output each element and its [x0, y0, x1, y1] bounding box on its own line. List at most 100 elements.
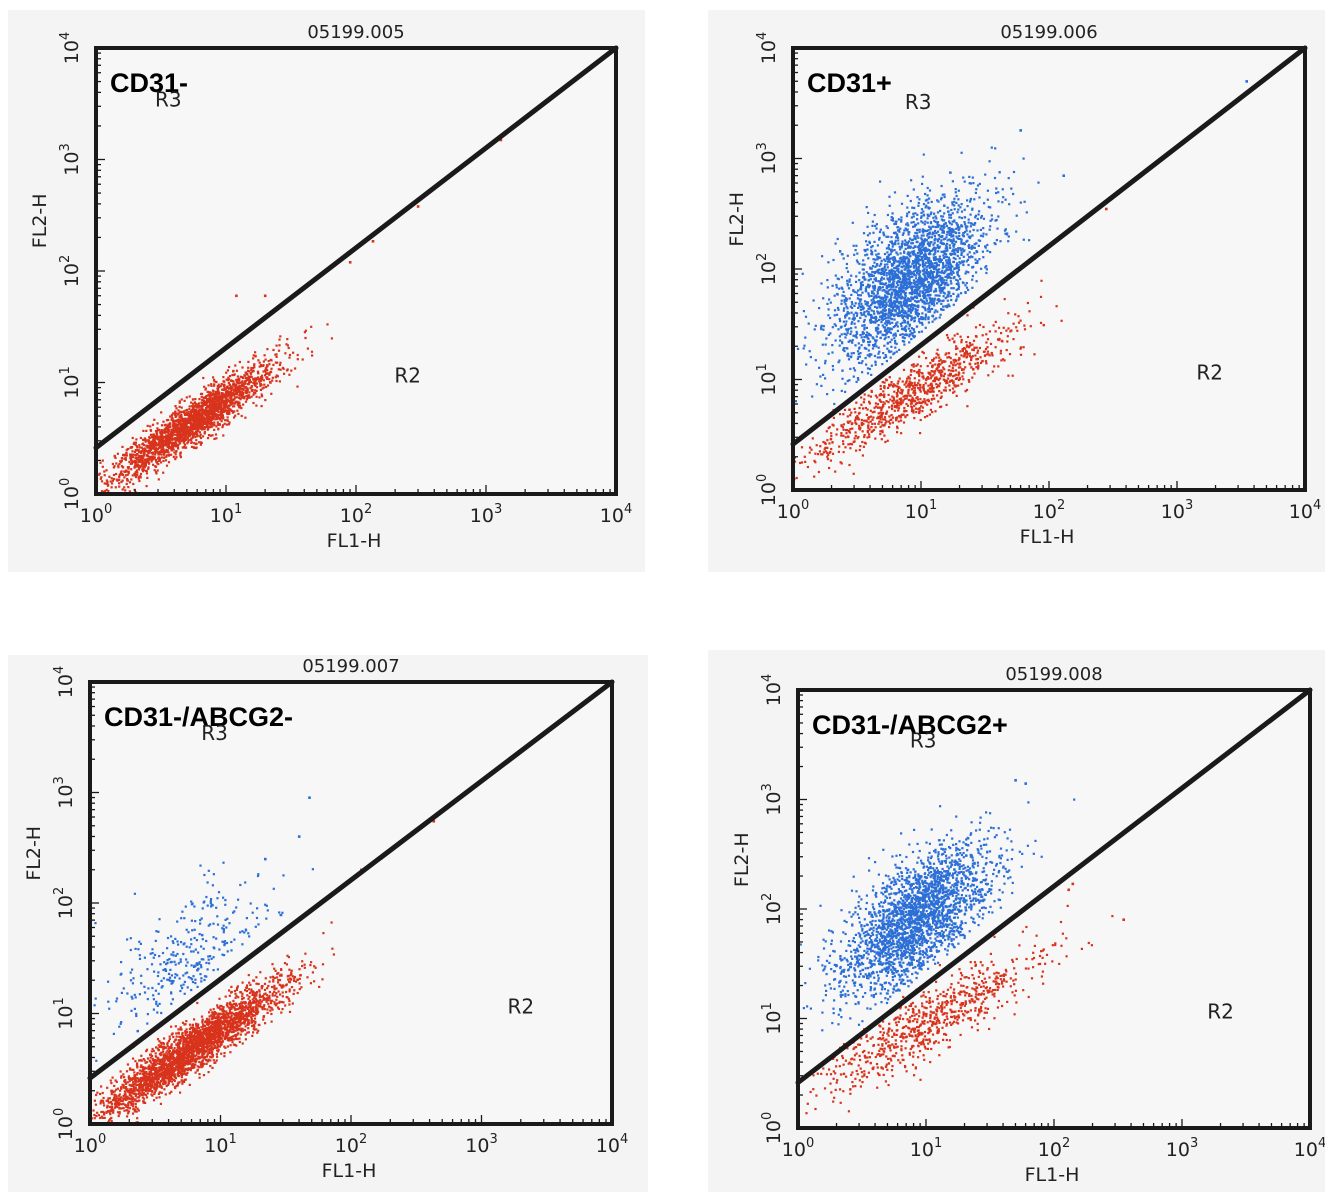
panel-title: CD31-	[110, 68, 188, 98]
data-point	[163, 456, 166, 459]
data-point	[839, 326, 842, 329]
data-point	[220, 409, 223, 412]
data-point	[910, 338, 913, 341]
data-point	[914, 407, 918, 410]
data-point	[206, 405, 209, 408]
data-point	[929, 228, 932, 231]
data-point	[906, 306, 909, 309]
data-point	[220, 417, 223, 420]
data-point	[969, 213, 972, 216]
data-point	[132, 456, 135, 459]
data-point	[165, 464, 169, 467]
data-point	[167, 423, 170, 426]
data-point	[884, 354, 887, 357]
data-point	[994, 147, 997, 150]
data-point	[956, 254, 959, 257]
data-point	[911, 306, 915, 309]
data-point	[918, 254, 921, 258]
data-point	[990, 146, 993, 149]
data-point	[144, 469, 147, 472]
data-point	[947, 268, 950, 271]
data-point	[187, 425, 190, 428]
data-point	[926, 365, 929, 368]
data-point	[894, 310, 897, 313]
outlier-point	[263, 294, 267, 298]
data-point	[222, 434, 225, 437]
data-point	[890, 249, 893, 252]
data-point	[921, 301, 924, 304]
data-point	[252, 354, 255, 357]
data-point	[943, 286, 946, 289]
data-point	[908, 260, 911, 263]
data-point	[221, 414, 224, 417]
data-point	[901, 278, 905, 281]
data-point	[195, 427, 198, 430]
data-point	[193, 433, 196, 436]
data-point	[257, 359, 260, 362]
data-point	[856, 377, 860, 380]
data-point	[894, 322, 898, 325]
data-point	[922, 242, 925, 246]
data-point	[189, 438, 193, 441]
data-point	[164, 443, 167, 446]
data-point	[872, 337, 875, 340]
data-point	[950, 231, 953, 234]
outlier-point	[235, 294, 238, 298]
data-point	[118, 485, 121, 488]
data-point	[198, 441, 201, 444]
data-point	[162, 459, 165, 463]
data-point	[212, 409, 215, 412]
data-point	[929, 293, 932, 296]
data-point	[163, 449, 166, 452]
data-point	[173, 419, 176, 422]
data-point	[958, 231, 961, 234]
data-point	[161, 437, 164, 440]
data-point	[191, 436, 195, 439]
data-point	[288, 353, 292, 357]
data-point	[250, 375, 253, 378]
data-point	[904, 293, 907, 296]
data-point	[902, 256, 906, 259]
data-point	[156, 427, 159, 430]
data-point	[138, 479, 141, 483]
data-point	[897, 295, 900, 298]
data-point	[181, 430, 184, 433]
data-point	[885, 287, 889, 290]
data-point	[948, 276, 951, 279]
data-point	[208, 434, 211, 437]
data-point	[957, 287, 960, 290]
data-point	[1011, 374, 1014, 377]
data-point	[866, 243, 869, 246]
data-point	[174, 405, 177, 408]
data-point	[927, 293, 930, 297]
data-point	[162, 444, 165, 448]
data-point	[898, 281, 901, 284]
data-point	[903, 229, 906, 232]
data-point	[850, 352, 853, 355]
data-point	[261, 387, 264, 390]
data-point	[125, 470, 129, 473]
data-point	[893, 267, 896, 270]
data-point	[986, 189, 989, 192]
data-point	[168, 424, 171, 428]
data-point	[149, 458, 152, 461]
data-point	[906, 228, 909, 231]
data-point	[891, 303, 894, 306]
data-point	[888, 289, 891, 292]
data-point	[192, 415, 195, 418]
data-point	[911, 289, 914, 292]
data-point	[229, 408, 232, 411]
data-point	[925, 204, 928, 207]
data-point	[904, 288, 907, 291]
data-point	[177, 421, 180, 424]
data-point	[919, 321, 922, 324]
data-point	[195, 430, 198, 433]
data-point	[820, 326, 823, 329]
data-point	[872, 258, 875, 261]
data-point	[960, 242, 963, 245]
data-point	[901, 262, 904, 265]
data-point	[866, 337, 869, 340]
data-point	[934, 225, 937, 229]
data-point	[112, 478, 116, 481]
data-point	[903, 251, 906, 254]
